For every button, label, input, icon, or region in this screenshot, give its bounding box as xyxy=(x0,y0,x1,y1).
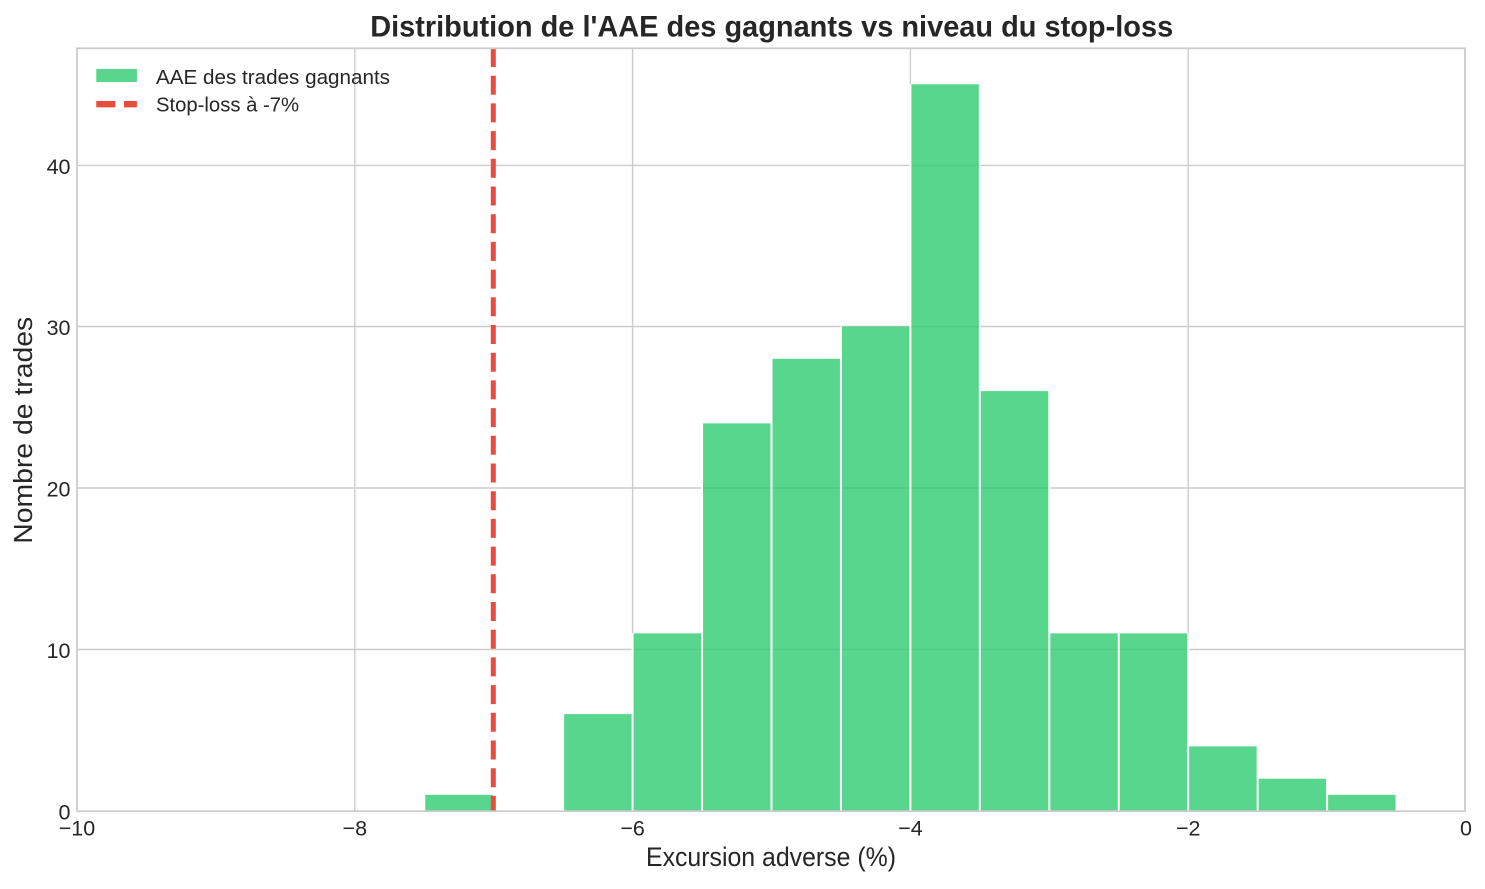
svg-text:30: 30 xyxy=(47,316,71,340)
svg-text:AAE des trades gagnants: AAE des trades gagnants xyxy=(156,67,390,89)
svg-text:−4: −4 xyxy=(898,817,923,841)
svg-text:−10: −10 xyxy=(59,817,96,841)
svg-text:0: 0 xyxy=(1460,817,1472,841)
svg-text:−8: −8 xyxy=(343,817,368,841)
svg-text:−2: −2 xyxy=(1176,817,1201,841)
svg-text:0: 0 xyxy=(59,801,71,825)
svg-text:20: 20 xyxy=(47,478,71,502)
svg-text:Excursion adverse (%): Excursion adverse (%) xyxy=(646,842,896,872)
svg-text:10: 10 xyxy=(47,639,71,663)
svg-text:40: 40 xyxy=(47,155,71,179)
svg-text:Stop-loss à -7%: Stop-loss à -7% xyxy=(156,95,299,117)
svg-text:Distribution de l'AAE des gagn: Distribution de l'AAE des gagnants vs ni… xyxy=(370,11,1173,44)
svg-text:Nombre de trades: Nombre de trades xyxy=(10,317,38,544)
svg-text:−6: −6 xyxy=(620,817,645,841)
